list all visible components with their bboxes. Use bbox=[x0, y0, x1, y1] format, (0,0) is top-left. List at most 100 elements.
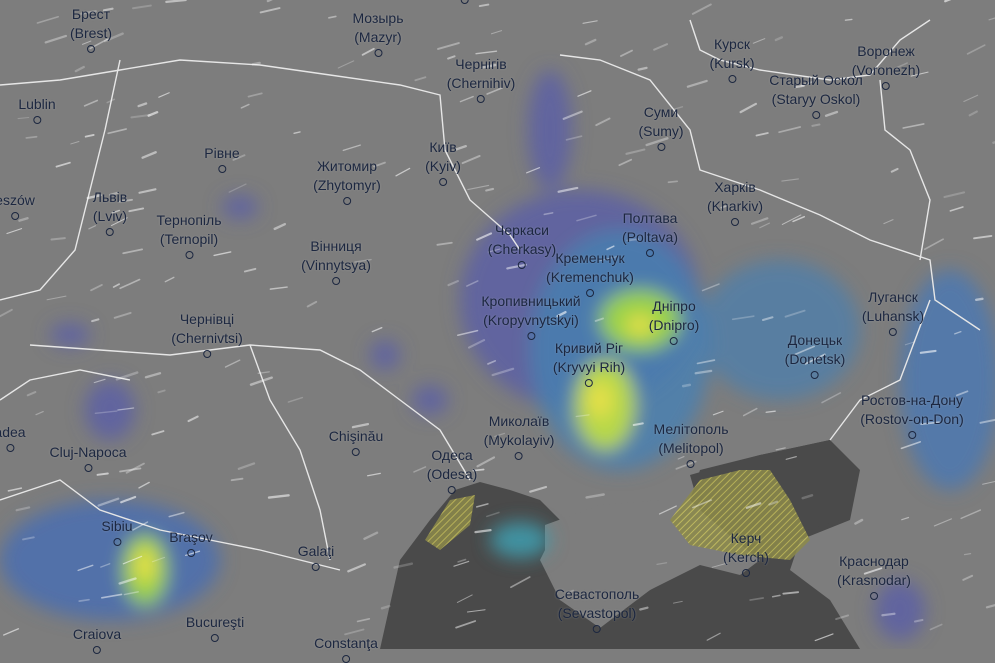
wind-streak bbox=[626, 238, 639, 242]
weather-map[interactable] bbox=[0, 0, 995, 649]
city-label[interactable]: Дніпро (Dnipro) bbox=[649, 297, 699, 345]
city-label[interactable]: Мелітополь (Melitopol) bbox=[654, 420, 728, 468]
wind-streak bbox=[575, 414, 590, 418]
city-label[interactable]: Craiova bbox=[73, 625, 121, 654]
wind-streak bbox=[351, 422, 370, 429]
city-marker-icon bbox=[585, 379, 593, 387]
wind-streak bbox=[739, 102, 758, 114]
city-label[interactable]: Galaţi bbox=[298, 542, 334, 571]
city-label[interactable]: Суми (Sumy) bbox=[638, 103, 684, 151]
city-label[interactable]: Севастополь (Sevastopol) bbox=[555, 585, 639, 633]
wind-streak bbox=[128, 207, 145, 213]
city-name: Кременчук bbox=[555, 250, 625, 266]
wind-streak bbox=[639, 606, 649, 611]
city-label[interactable]: Мозырь (Mazyr) bbox=[352, 9, 404, 57]
city-label[interactable]: Lublin bbox=[18, 95, 56, 124]
city-label[interactable]: Київ (Kyiv) bbox=[425, 138, 461, 186]
city-label[interactable]: Тернопіль (Ternopil) bbox=[156, 211, 222, 259]
city-label[interactable]: Chişinău bbox=[329, 427, 383, 456]
wind-streak bbox=[26, 391, 37, 397]
wind-streak bbox=[712, 410, 724, 416]
city-label[interactable]: Sibiu bbox=[101, 517, 133, 546]
wind-streak bbox=[240, 103, 250, 109]
city-name: Донецьк bbox=[787, 332, 843, 348]
wind-streak bbox=[966, 44, 986, 55]
wind-streak bbox=[187, 415, 199, 423]
city-marker-icon bbox=[184, 251, 193, 259]
wind-particles bbox=[0, 0, 995, 642]
city-latin-name: (Donetsk) bbox=[784, 351, 846, 367]
wind-streak bbox=[557, 186, 579, 193]
city-label[interactable]: Брест (Brest) bbox=[70, 5, 112, 53]
city-label[interactable]: adea bbox=[0, 423, 26, 452]
wind-streak bbox=[801, 494, 814, 500]
wind-streak bbox=[474, 529, 492, 534]
wind-streak bbox=[510, 576, 531, 589]
city-label[interactable]: Чернівці (Chernivtsi) bbox=[171, 310, 243, 358]
wind-streak bbox=[988, 17, 995, 21]
city-name: Constanţa bbox=[314, 635, 378, 651]
city-label[interactable]: Braşov bbox=[169, 528, 213, 557]
wind-streak bbox=[293, 131, 301, 135]
city-label[interactable]: Миколаїв (Mykolayiv) bbox=[484, 412, 554, 460]
city-label[interactable]: Кременчук (Kremenchuk) bbox=[546, 249, 634, 297]
city-label[interactable]: (Gomel) bbox=[440, 0, 491, 4]
city-label[interactable]: Керч (Kerch) bbox=[723, 529, 769, 577]
city-name: Ростов-на-Дону bbox=[860, 392, 963, 408]
wind-streak bbox=[138, 188, 157, 194]
city-label[interactable]: Черкаси (Cherkasy) bbox=[488, 221, 556, 269]
wind-streak bbox=[476, 456, 496, 468]
wind-streak bbox=[691, 3, 712, 15]
wind-streak bbox=[74, 65, 85, 73]
city-label[interactable]: Харків (Kharkiv) bbox=[707, 178, 763, 226]
city-label[interactable]: Кропивницький (Kropyvnytskyi) bbox=[481, 292, 581, 340]
wind-streak bbox=[701, 283, 720, 292]
wind-streak bbox=[844, 18, 853, 21]
city-label[interactable]: Воронеж (Voronezh) bbox=[852, 42, 920, 90]
wind-streak bbox=[914, 618, 924, 623]
wind-streak bbox=[119, 278, 141, 290]
city-label[interactable]: Донецьк (Donetsk) bbox=[784, 331, 846, 379]
city-label[interactable]: Луганск (Luhansk) bbox=[862, 288, 924, 336]
city-label[interactable]: Ростов-на-Дону (Rostov-on-Don) bbox=[860, 391, 964, 439]
wind-streak bbox=[130, 114, 151, 119]
city-label[interactable]: Курск (Kursk) bbox=[709, 35, 755, 83]
wind-streak bbox=[792, 215, 806, 223]
wind-streak bbox=[487, 360, 497, 365]
city-label[interactable]: Львів (Lviv) bbox=[93, 188, 127, 236]
city-label[interactable]: Старый Оскол (Staryy Oskol) bbox=[769, 71, 863, 119]
city-label[interactable]: Cluj-Napoca bbox=[49, 443, 127, 472]
wind-streak bbox=[328, 15, 337, 19]
city-marker-icon bbox=[686, 460, 695, 468]
wind-streak bbox=[765, 410, 776, 413]
city-label[interactable]: Кривий Ріг (Kryvyi Rih) bbox=[553, 339, 625, 387]
city-latin-name: (Kyiv) bbox=[425, 158, 461, 174]
city-label[interactable]: Одеса (Odesa) bbox=[427, 446, 477, 494]
city-name: Bucureşti bbox=[185, 614, 245, 630]
city-label[interactable]: Житомир (Zhytomyr) bbox=[313, 157, 381, 205]
city-marker-icon bbox=[515, 452, 523, 460]
wind-streak bbox=[103, 32, 124, 43]
wind-streak bbox=[920, 421, 940, 426]
city-name: Вінниця bbox=[310, 238, 362, 254]
city-marker-icon bbox=[439, 178, 447, 186]
city-label[interactable]: Краснодар (Krasnodar) bbox=[837, 552, 911, 600]
wind-streak bbox=[784, 309, 806, 318]
wind-streak bbox=[529, 485, 548, 493]
city-name: Чернівці bbox=[179, 311, 235, 327]
city-label[interactable]: Вінниця (Vinnytsya) bbox=[301, 237, 371, 285]
city-label[interactable]: eszów bbox=[0, 191, 35, 220]
wind-streak bbox=[821, 392, 842, 404]
city-label[interactable]: Bucureşti bbox=[186, 613, 244, 642]
city-label[interactable]: Полтава (Poltava) bbox=[622, 209, 678, 257]
wind-streak bbox=[347, 563, 366, 573]
city-marker-icon bbox=[461, 0, 469, 4]
wind-streak bbox=[975, 297, 984, 302]
wind-streak bbox=[565, 135, 583, 141]
city-label[interactable]: Рівне bbox=[204, 144, 240, 173]
wind-streak bbox=[768, 500, 779, 506]
wind-streak bbox=[267, 494, 290, 499]
wind-streak bbox=[653, 43, 668, 51]
wind-streak bbox=[677, 455, 685, 460]
city-label[interactable]: Чернігів (Chernihiv) bbox=[447, 55, 515, 103]
